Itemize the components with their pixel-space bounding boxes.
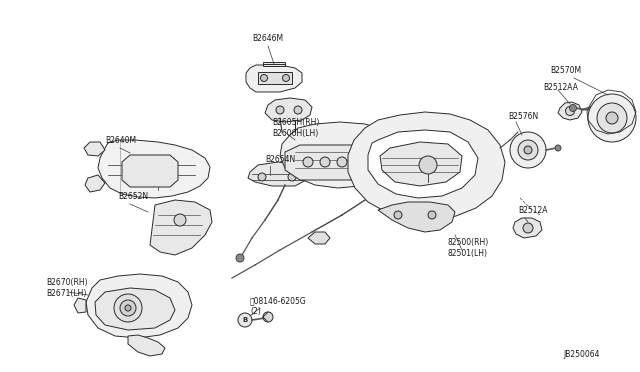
Text: 82500(RH)
82501(LH): 82500(RH) 82501(LH) <box>448 238 489 258</box>
Circle shape <box>518 140 538 160</box>
Text: B2570M: B2570M <box>550 66 582 75</box>
Circle shape <box>236 254 244 262</box>
Circle shape <box>597 103 627 133</box>
Circle shape <box>120 300 136 316</box>
Circle shape <box>150 162 166 178</box>
Circle shape <box>263 312 273 322</box>
Polygon shape <box>128 335 165 356</box>
Polygon shape <box>84 142 105 156</box>
Polygon shape <box>98 140 210 198</box>
Circle shape <box>258 173 266 181</box>
Text: B2652N: B2652N <box>118 192 148 201</box>
Circle shape <box>555 145 561 151</box>
Polygon shape <box>368 130 478 198</box>
Polygon shape <box>558 102 582 120</box>
Circle shape <box>524 146 532 154</box>
Circle shape <box>566 106 575 115</box>
Text: 08146-6205G
(2): 08146-6205G (2) <box>250 296 307 316</box>
Polygon shape <box>308 232 330 244</box>
Polygon shape <box>85 175 105 192</box>
Polygon shape <box>246 65 302 92</box>
Circle shape <box>260 74 268 81</box>
Text: B2512AA: B2512AA <box>543 83 578 92</box>
Polygon shape <box>122 155 178 187</box>
Circle shape <box>276 106 284 114</box>
Polygon shape <box>378 202 455 232</box>
Circle shape <box>288 173 296 181</box>
Polygon shape <box>348 112 505 220</box>
Circle shape <box>238 313 252 327</box>
Polygon shape <box>248 162 308 186</box>
Polygon shape <box>258 72 292 84</box>
Circle shape <box>174 214 186 226</box>
Circle shape <box>303 157 313 167</box>
Polygon shape <box>263 62 285 66</box>
Circle shape <box>353 157 363 167</box>
Text: B2670(RH)
B2671(LH): B2670(RH) B2671(LH) <box>46 278 88 298</box>
Circle shape <box>282 74 289 81</box>
Circle shape <box>570 105 577 112</box>
Circle shape <box>588 94 636 142</box>
Text: B2605H(RH)
B2606H(LH): B2605H(RH) B2606H(LH) <box>272 118 319 138</box>
Text: B2646M: B2646M <box>252 34 284 43</box>
Text: B2654N: B2654N <box>265 155 295 164</box>
Text: JB250064: JB250064 <box>563 350 600 359</box>
Circle shape <box>593 102 599 108</box>
Polygon shape <box>280 122 408 188</box>
Polygon shape <box>74 298 86 313</box>
Polygon shape <box>150 200 212 255</box>
Circle shape <box>419 156 437 174</box>
Circle shape <box>523 223 533 233</box>
Text: B: B <box>243 317 248 323</box>
Circle shape <box>510 132 546 168</box>
Polygon shape <box>513 218 542 238</box>
Text: B2512A: B2512A <box>518 206 547 215</box>
Polygon shape <box>380 142 462 186</box>
Circle shape <box>606 112 618 124</box>
Circle shape <box>294 106 302 114</box>
Polygon shape <box>86 274 192 338</box>
Circle shape <box>320 157 330 167</box>
Circle shape <box>428 211 436 219</box>
Text: B2576N: B2576N <box>508 112 538 121</box>
Circle shape <box>337 157 347 167</box>
Polygon shape <box>95 288 175 330</box>
Polygon shape <box>265 98 312 122</box>
Circle shape <box>394 211 402 219</box>
Polygon shape <box>285 145 375 180</box>
Circle shape <box>125 305 131 311</box>
Circle shape <box>114 294 142 322</box>
Text: B2640M: B2640M <box>105 136 136 145</box>
